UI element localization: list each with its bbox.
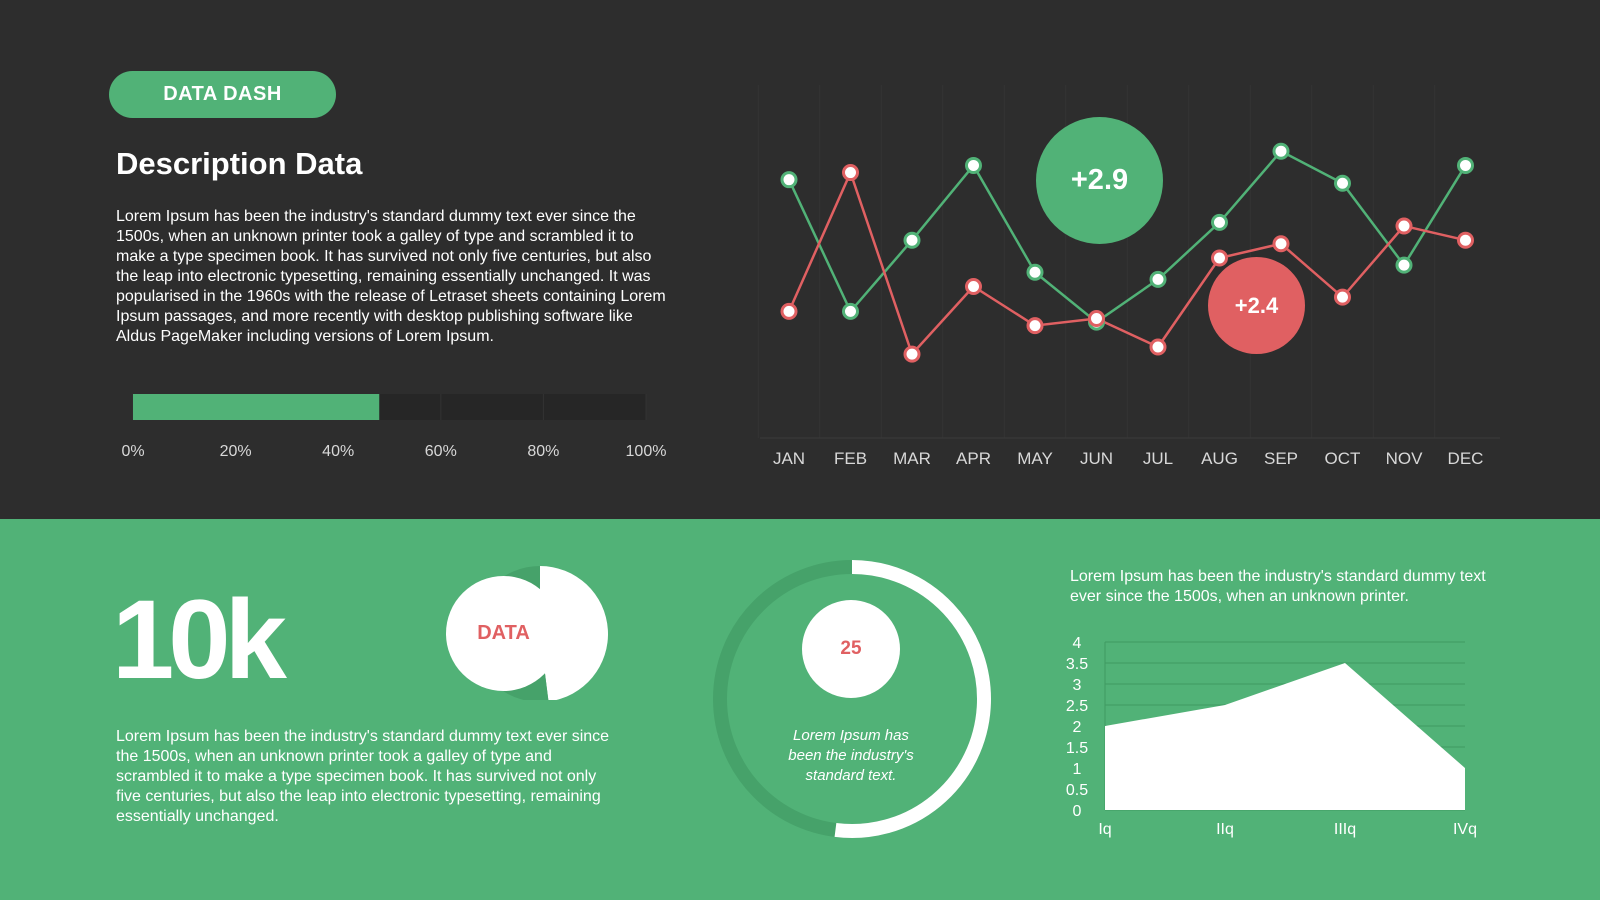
area-y-tick-label: 2 bbox=[1073, 719, 1082, 736]
ring-value: 25 bbox=[802, 600, 900, 698]
line-point bbox=[780, 302, 798, 320]
line-point bbox=[842, 164, 859, 182]
progress-tick-label: 60% bbox=[425, 443, 457, 460]
line-point bbox=[1272, 235, 1290, 253]
line-point bbox=[1088, 310, 1105, 328]
line-point bbox=[1457, 156, 1474, 174]
line-point bbox=[903, 231, 921, 249]
page-title: Description Data bbox=[116, 146, 363, 181]
line-point bbox=[842, 302, 859, 320]
month-tick-label: MAR bbox=[893, 449, 931, 468]
line-series-1 bbox=[787, 149, 1467, 324]
month-tick-label: DEC bbox=[1448, 449, 1484, 468]
line-point bbox=[1211, 249, 1228, 267]
month-tick-label: JAN bbox=[773, 449, 805, 468]
line-point bbox=[1334, 174, 1351, 192]
line-point bbox=[1272, 142, 1290, 160]
line-series-2 bbox=[787, 169, 1466, 357]
quarter-tick-label: IIIq bbox=[1334, 821, 1356, 838]
pie-data-label: DATA bbox=[446, 576, 561, 691]
line-point bbox=[1026, 317, 1044, 335]
ring-caption: Lorem Ipsum has been the industry's stan… bbox=[788, 727, 914, 784]
quarter-tick-label: IIq bbox=[1216, 821, 1234, 838]
ring-progress bbox=[834, 560, 991, 838]
quarter-tick-label: IVq bbox=[1453, 821, 1477, 838]
month-tick-label: MAY bbox=[1017, 449, 1053, 468]
line-point bbox=[903, 345, 921, 363]
quarter-tick-label: Iq bbox=[1098, 821, 1111, 838]
month-tick-label: SEP bbox=[1264, 449, 1298, 468]
line-point bbox=[1395, 217, 1413, 235]
area-chart-description: Lorem Ipsum has been the industry's stan… bbox=[1070, 568, 1486, 605]
month-tick-label: FEB bbox=[834, 449, 867, 468]
line-point bbox=[1026, 263, 1044, 281]
data-dash-badge[interactable]: DATA DASH bbox=[109, 71, 336, 118]
month-tick-label: APR bbox=[956, 449, 991, 468]
progress-tick-label: 40% bbox=[322, 443, 354, 460]
month-tick-label: JUL bbox=[1143, 449, 1173, 468]
line-point bbox=[1334, 288, 1351, 306]
progress-tick-label: 20% bbox=[220, 443, 252, 460]
month-tick-label: JUN bbox=[1080, 449, 1113, 468]
area-fill bbox=[1105, 663, 1465, 810]
month-tick-label: OCT bbox=[1325, 449, 1361, 468]
stat-description: Lorem Ipsum has been the industry's stan… bbox=[116, 728, 610, 825]
line-point bbox=[1149, 338, 1167, 356]
description-text: Lorem Ipsum has been the industry's stan… bbox=[116, 208, 666, 345]
month-tick-label: AUG bbox=[1201, 449, 1238, 468]
month-tick-label: NOV bbox=[1386, 449, 1424, 468]
area-y-tick-label: 3.5 bbox=[1066, 656, 1088, 673]
area-y-tick-label: 4 bbox=[1073, 635, 1082, 652]
area-y-tick-label: 1 bbox=[1073, 761, 1082, 778]
area-y-tick-label: 0.5 bbox=[1066, 782, 1088, 799]
line-point bbox=[965, 277, 982, 295]
progress-fill bbox=[133, 394, 380, 420]
area-y-tick-label: 3 bbox=[1073, 677, 1082, 694]
line-point bbox=[1211, 213, 1228, 231]
pie-slice-1 bbox=[540, 566, 608, 700]
green-delta-badge: +2.9 bbox=[1036, 117, 1163, 244]
ring-chart bbox=[713, 560, 991, 838]
area-y-tick-label: 0 bbox=[1073, 803, 1082, 820]
progress-tick-label: 80% bbox=[527, 443, 559, 460]
big-stat-number: 10k bbox=[112, 577, 287, 702]
monthly-line-chart: JAN FEB MAR APR MAY JUN JUL AUG SEP OCT NOV DEC bbox=[757, 85, 1500, 468]
area-y-tick-label: 2.5 bbox=[1066, 698, 1088, 715]
quarterly-area-chart: 0 0.5 1 1.5 2 2.5 3 3.5 4 Iq IIq IIIq IVq bbox=[1066, 635, 1477, 838]
progress-tick-label: 0% bbox=[121, 443, 144, 460]
progress-bar-chart: 0% 20% 40% 60% 80% 100% bbox=[121, 394, 667, 460]
line-point bbox=[780, 171, 798, 189]
red-delta-badge: +2.4 bbox=[1208, 257, 1305, 354]
progress-tick-label: 100% bbox=[626, 443, 667, 460]
line-point bbox=[1457, 231, 1474, 249]
area-y-tick-label: 1.5 bbox=[1066, 740, 1088, 757]
line-point bbox=[1149, 270, 1167, 288]
line-point bbox=[1395, 256, 1413, 274]
line-point bbox=[965, 156, 982, 174]
